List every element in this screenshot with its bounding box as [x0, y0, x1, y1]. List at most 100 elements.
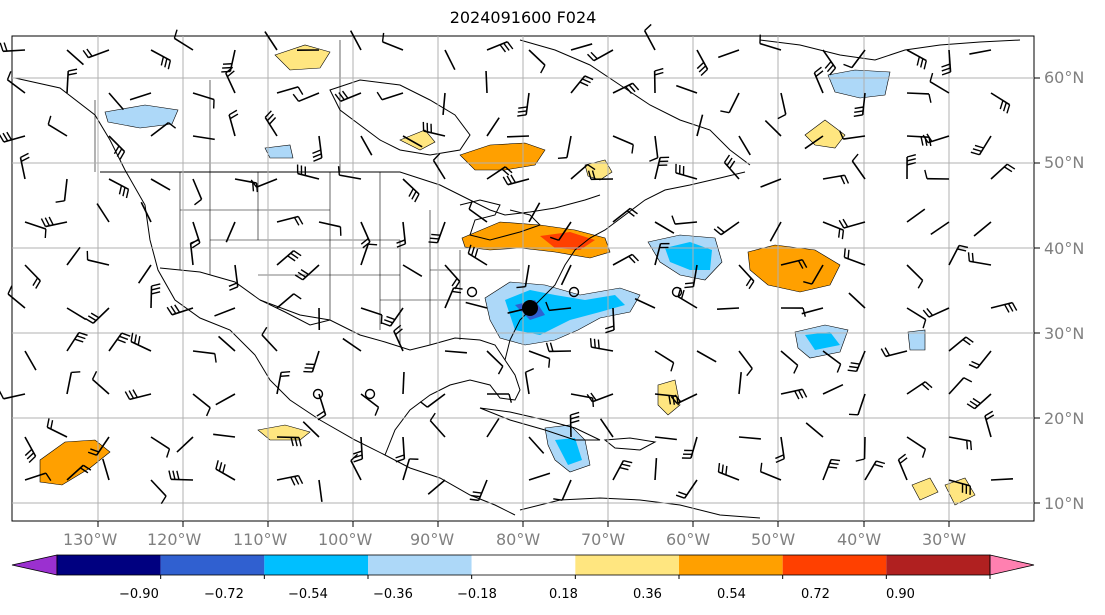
wind-barb	[124, 389, 152, 401]
wind-barb	[553, 479, 572, 501]
wind-barb	[276, 293, 302, 309]
wind-barb	[66, 331, 88, 352]
wind-barb	[234, 178, 259, 193]
colorbar-tick-label: −0.90	[119, 587, 159, 602]
wind-barb	[422, 121, 446, 137]
wind-barb	[85, 307, 110, 324]
wind-barb	[91, 371, 110, 395]
wind-barb	[738, 135, 751, 156]
wind-barb	[225, 66, 236, 94]
open-circle-marker	[466, 286, 478, 298]
colorbar-extend-high	[989, 554, 1035, 576]
wind-barb	[805, 422, 824, 438]
wind-barb	[96, 203, 110, 223]
wind-barb	[342, 337, 362, 352]
wind-barb	[66, 307, 87, 321]
lon-label: 60°W	[666, 530, 711, 549]
wind-barb	[653, 67, 664, 94]
wind-barb	[847, 350, 866, 373]
wind-barb	[843, 49, 866, 69]
wind-barb	[684, 264, 698, 289]
lon-label: 70°W	[581, 530, 626, 549]
wind-barb	[264, 110, 278, 137]
wind-barb	[318, 221, 342, 236]
colorbar-segment	[57, 555, 161, 575]
wind-barb	[738, 436, 761, 440]
wind-barb	[587, 49, 614, 62]
colorbar-tick-label: 0.72	[801, 587, 830, 602]
wind-barb	[968, 350, 992, 369]
wind-barb	[654, 436, 677, 441]
wind-barb	[213, 433, 236, 438]
lon-label: 110°W	[233, 530, 288, 549]
wind-barb	[864, 460, 886, 481]
wind-barb	[176, 436, 194, 453]
wind-barb	[738, 372, 742, 395]
wind-barb	[6, 71, 26, 94]
wind-barb	[941, 49, 952, 76]
lon-label: 120°W	[147, 530, 202, 549]
wind-barb	[150, 178, 171, 191]
wind-barb	[696, 114, 704, 137]
colorbar-extend-low	[11, 554, 58, 576]
wind-barb	[218, 335, 236, 352]
wind-barb	[395, 436, 406, 463]
wind-barb	[486, 350, 504, 375]
wind-barb	[150, 436, 171, 458]
wind-barb	[276, 474, 304, 486]
wind-barb	[612, 207, 638, 223]
wind-barb	[764, 119, 782, 137]
wind-barb	[777, 92, 787, 120]
wind-barb	[643, 23, 656, 51]
wind-barb	[150, 283, 161, 309]
wind-barb	[967, 252, 992, 266]
colorbar-segment	[368, 555, 472, 575]
wind-barb	[649, 135, 659, 162]
colorbar-outline	[56, 554, 991, 576]
wind-barb	[312, 135, 323, 162]
wind-barb	[349, 30, 362, 51]
wind-barb	[760, 178, 782, 188]
wind-barb	[55, 178, 68, 203]
wind-barb	[880, 347, 908, 358]
border-us-mexico	[159, 267, 331, 326]
wind-barb	[969, 49, 992, 55]
wind-barb	[137, 264, 152, 284]
wind-barb	[214, 307, 236, 317]
wind-barb	[276, 86, 304, 95]
anomaly-blob-ontario	[459, 142, 546, 171]
colorbar-segment	[886, 555, 990, 575]
wind-barb	[838, 218, 866, 229]
wind-barb	[929, 72, 950, 94]
wind-barb	[681, 436, 698, 459]
coastline-hudson-bay	[329, 79, 471, 156]
wind-barb	[718, 49, 740, 59]
wind-barb	[360, 307, 383, 324]
wind-barb	[696, 350, 717, 363]
wind-barb	[250, 178, 278, 188]
wind-barb	[990, 477, 1014, 481]
colorbar-tick-label: 0.36	[633, 587, 662, 602]
wind-barb	[465, 301, 488, 309]
wind-barb	[7, 285, 26, 309]
wind-barb	[612, 82, 640, 94]
wind-barb	[675, 163, 698, 180]
wind-barb	[108, 135, 126, 160]
wind-barb	[302, 421, 320, 438]
colorbar-segment	[782, 555, 887, 575]
wind-barbs	[0, 23, 1018, 505]
anomaly-blob-greenland	[827, 69, 891, 99]
wind-barb	[140, 201, 152, 223]
wind-barb	[612, 253, 640, 266]
wind-barb	[738, 264, 755, 290]
wind-barb	[851, 153, 866, 180]
wind-barb	[670, 393, 698, 405]
wind-barb	[444, 287, 463, 309]
wind-barb	[402, 264, 423, 278]
wind-barb	[0, 131, 26, 143]
wind-barb	[376, 91, 404, 101]
wind-barb	[822, 383, 844, 395]
wind-barb	[129, 92, 152, 101]
wind-barb	[716, 307, 740, 310]
